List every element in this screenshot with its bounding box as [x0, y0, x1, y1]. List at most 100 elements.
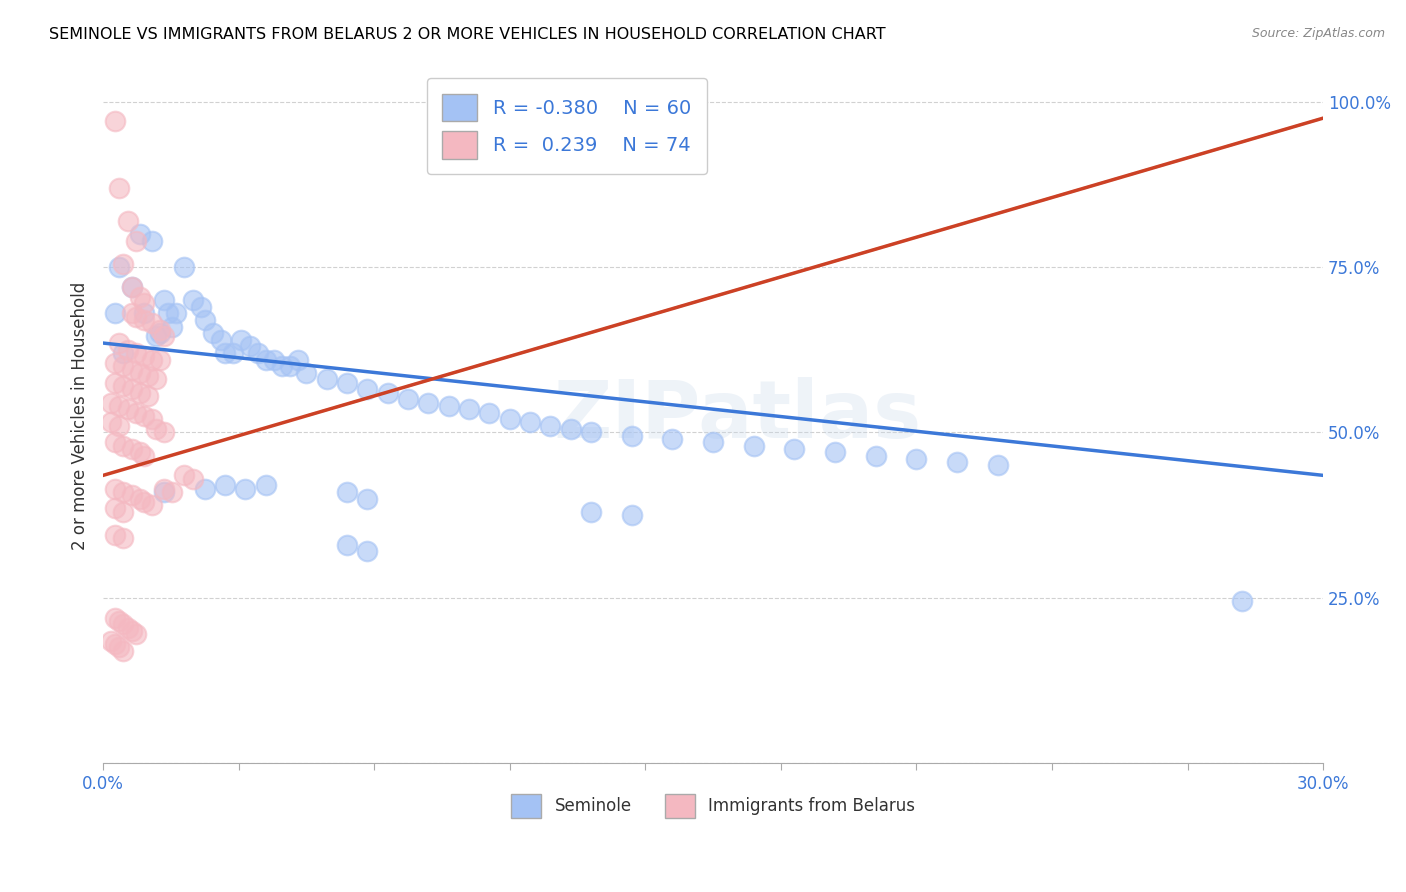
- Point: [201, 326, 224, 340]
- Point: [560, 422, 582, 436]
- Text: SEMINOLE VS IMMIGRANTS FROM BELARUS 2 OR MORE VEHICLES IN HOUSEHOLD CORRELATION : SEMINOLE VS IMMIGRANTS FROM BELARUS 2 OR…: [49, 27, 886, 42]
- Point: [104, 306, 127, 320]
- Point: [987, 458, 1010, 473]
- Point: [117, 620, 139, 634]
- Point: [121, 306, 143, 320]
- Point: [124, 310, 146, 324]
- Point: [661, 432, 683, 446]
- Point: [112, 617, 135, 632]
- Point: [112, 484, 135, 499]
- Point: [128, 445, 150, 459]
- Point: [190, 300, 212, 314]
- Point: [112, 505, 135, 519]
- Point: [165, 306, 187, 320]
- Point: [132, 313, 155, 327]
- Point: [145, 372, 167, 386]
- Point: [108, 614, 131, 628]
- Point: [278, 359, 301, 374]
- Point: [132, 296, 155, 310]
- Point: [121, 442, 143, 456]
- Point: [620, 508, 643, 522]
- Point: [162, 319, 184, 334]
- Point: [579, 425, 602, 440]
- Point: [128, 385, 150, 400]
- Point: [117, 343, 139, 357]
- Point: [396, 392, 419, 407]
- Point: [356, 383, 378, 397]
- Point: [209, 333, 232, 347]
- Point: [905, 451, 928, 466]
- Point: [356, 544, 378, 558]
- Point: [336, 484, 359, 499]
- Point: [194, 482, 217, 496]
- Point: [108, 640, 131, 655]
- Point: [108, 336, 131, 351]
- Point: [149, 326, 172, 340]
- Point: [121, 488, 143, 502]
- Point: [742, 439, 765, 453]
- Point: [235, 482, 257, 496]
- Point: [865, 449, 887, 463]
- Point: [153, 482, 176, 496]
- Point: [702, 435, 724, 450]
- Point: [153, 484, 176, 499]
- Point: [181, 472, 204, 486]
- Point: [128, 366, 150, 380]
- Point: [540, 418, 562, 433]
- Point: [231, 333, 253, 347]
- Point: [336, 538, 359, 552]
- Point: [149, 352, 172, 367]
- Point: [141, 352, 163, 367]
- Point: [315, 372, 337, 386]
- Point: [104, 114, 127, 128]
- Point: [121, 362, 143, 376]
- Point: [104, 356, 127, 370]
- Point: [418, 395, 440, 409]
- Point: [149, 323, 172, 337]
- Point: [145, 422, 167, 436]
- Point: [124, 405, 146, 419]
- Point: [783, 442, 806, 456]
- Point: [112, 257, 135, 271]
- Point: [128, 290, 150, 304]
- Point: [579, 505, 602, 519]
- Point: [128, 227, 150, 241]
- Point: [437, 399, 460, 413]
- Point: [214, 346, 236, 360]
- Point: [108, 180, 131, 194]
- Point: [117, 213, 139, 227]
- Point: [246, 346, 269, 360]
- Point: [356, 491, 378, 506]
- Point: [145, 329, 167, 343]
- Point: [173, 260, 195, 274]
- Point: [946, 455, 969, 469]
- Point: [104, 435, 127, 450]
- Point: [121, 280, 143, 294]
- Point: [157, 306, 180, 320]
- Point: [112, 439, 135, 453]
- Point: [336, 376, 359, 390]
- Point: [108, 399, 131, 413]
- Point: [499, 412, 522, 426]
- Point: [117, 402, 139, 417]
- Point: [214, 478, 236, 492]
- Point: [478, 405, 501, 419]
- Point: [141, 498, 163, 512]
- Y-axis label: 2 or more Vehicles in Household: 2 or more Vehicles in Household: [72, 282, 89, 550]
- Point: [104, 610, 127, 624]
- Point: [100, 395, 122, 409]
- Point: [263, 352, 285, 367]
- Point: [377, 385, 399, 400]
- Point: [108, 260, 131, 274]
- Point: [100, 416, 122, 430]
- Point: [121, 624, 143, 638]
- Point: [136, 369, 159, 384]
- Point: [141, 234, 163, 248]
- Point: [153, 425, 176, 440]
- Point: [104, 528, 127, 542]
- Point: [108, 418, 131, 433]
- Text: ZIPatlas: ZIPatlas: [554, 376, 922, 455]
- Point: [620, 428, 643, 442]
- Point: [141, 316, 163, 330]
- Point: [104, 637, 127, 651]
